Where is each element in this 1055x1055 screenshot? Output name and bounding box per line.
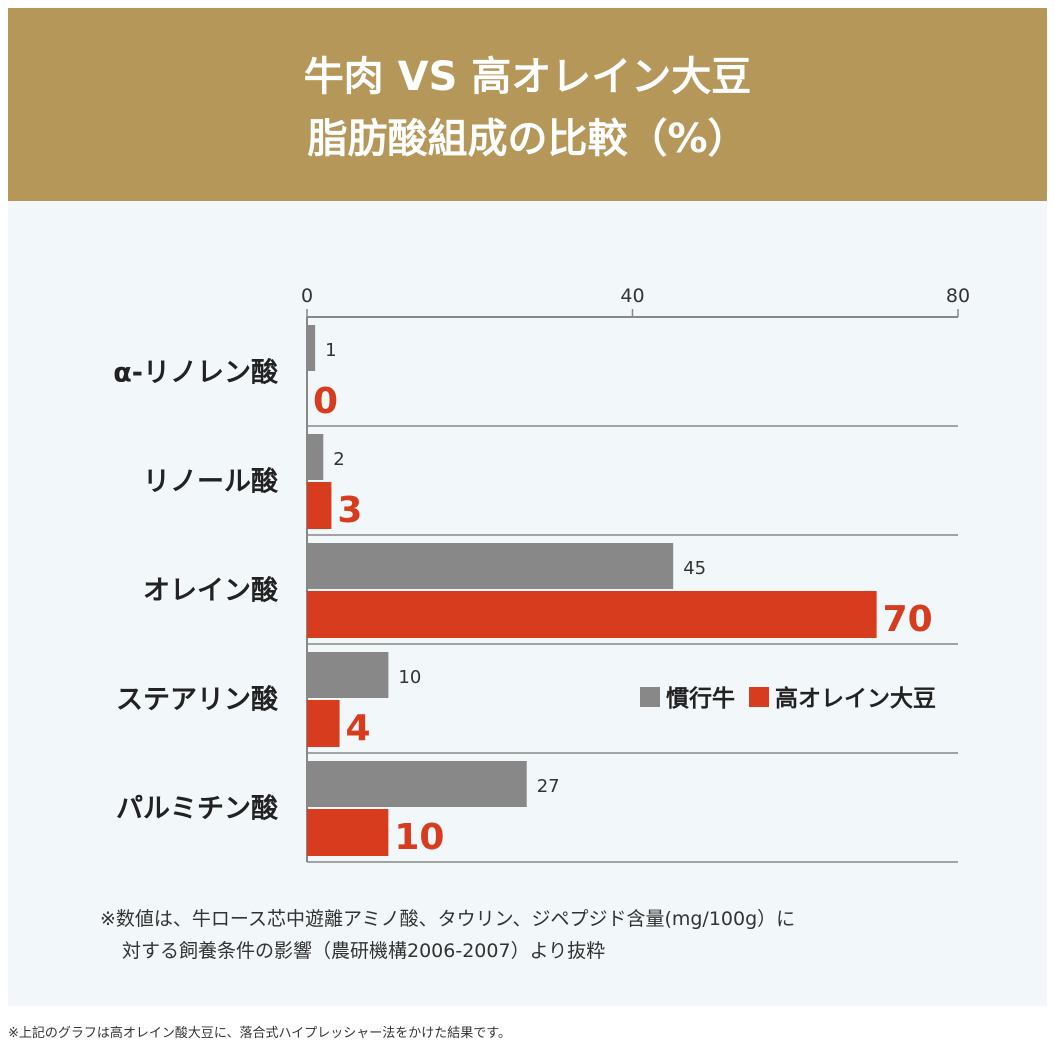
title-line-1: 牛肉 VS 高オレイン大豆 <box>303 54 752 100</box>
x-tick-label: 40 <box>620 285 644 307</box>
bar-high-oleic-soy <box>307 591 877 638</box>
category-label: α-リノレン酸 <box>113 358 279 389</box>
title-line-2: 脂肪酸組成の比較（%） <box>307 116 748 162</box>
legend-label: 慣行牛 <box>665 685 735 712</box>
chart-title: 牛肉 VS 高オレイン大豆 脂肪酸組成の比較（%） <box>8 8 1047 201</box>
bar-high-oleic-soy <box>307 809 389 856</box>
value-label-conventional-beef: 45 <box>683 558 706 579</box>
value-label-high-oleic-soy: 10 <box>394 817 444 858</box>
x-tick-label: 80 <box>946 285 970 307</box>
value-label-high-oleic-soy: 3 <box>337 490 362 531</box>
legend-label: 高オレイン大豆 <box>775 685 936 712</box>
category-label: オレイン酸 <box>143 576 279 607</box>
value-label-conventional-beef: 2 <box>333 449 344 470</box>
bar-conventional-beef <box>307 652 389 698</box>
value-label-high-oleic-soy: 4 <box>346 708 371 749</box>
legend-swatch <box>640 687 660 707</box>
bar-high-oleic-soy <box>307 700 340 747</box>
category-label: パルミチン酸 <box>116 794 279 825</box>
chart-panel: 0 40 80 α-リノレン酸 1 0 リノール酸 2 3 オレイン酸 45 70 ステアリン酸 10 4 パ… <box>8 201 1047 1006</box>
bar-conventional-beef <box>307 434 324 480</box>
bar-conventional-beef <box>307 325 316 371</box>
value-label-conventional-beef: 10 <box>398 667 421 688</box>
note-line-1: ※数値は、牛ロース芯中遊離アミノ酸、タウリン、ジペプジド含量(mg/100g）に <box>100 908 796 930</box>
source-note: ※数値は、牛ロース芯中遊離アミノ酸、タウリン、ジペプジド含量(mg/100g）に… <box>100 903 795 967</box>
bar-high-oleic-soy <box>307 482 332 529</box>
value-label-high-oleic-soy: 0 <box>313 381 338 422</box>
bar-conventional-beef <box>307 761 527 807</box>
bar-conventional-beef <box>307 543 674 589</box>
x-tick-label: 0 <box>301 285 313 307</box>
footer-note: ※上記のグラフは高オレイン酸大豆に、落合式ハイプレッシャー法をかけた結果です。 <box>8 1026 511 1041</box>
value-label-conventional-beef: 27 <box>537 776 560 797</box>
value-label-conventional-beef: 1 <box>325 340 336 361</box>
legend-swatch <box>749 687 769 707</box>
category-label: ステアリン酸 <box>116 685 279 716</box>
value-label-high-oleic-soy: 70 <box>883 599 933 640</box>
bar-chart: 0 40 80α-リノレン酸10リノール酸23オレイン酸4570ステアリン酸104パ… <box>113 285 970 863</box>
category-label: リノール酸 <box>143 467 279 498</box>
note-line-2: 対する飼養条件の影響（農研機構2006-2007）より抜粋 <box>122 940 606 962</box>
